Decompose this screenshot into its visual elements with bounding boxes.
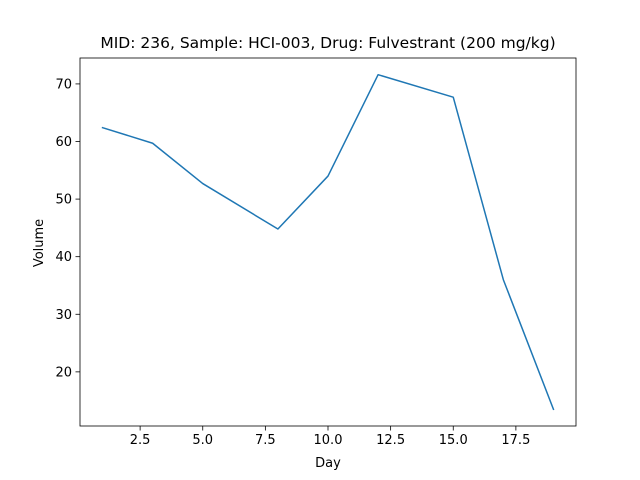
x-tick-label: 10.0: [314, 433, 343, 448]
y-tick-label: 30: [55, 308, 72, 323]
x-tick-label: 17.5: [501, 433, 530, 448]
x-tick-label: 12.5: [376, 433, 405, 448]
y-tick-label: 20: [55, 365, 72, 380]
y-tick-label: 50: [55, 193, 72, 208]
x-tick-label: 5.0: [192, 433, 213, 448]
x-tick-label: 15.0: [439, 433, 468, 448]
x-axis-label: Day: [315, 456, 341, 471]
y-tick-label: 70: [55, 77, 72, 92]
y-tick-label: 60: [55, 135, 72, 150]
x-tick-label: 7.5: [255, 433, 276, 448]
series-line-0: [101, 73, 555, 411]
x-tick-label: 2.5: [130, 433, 151, 448]
plot-area: 2.5 5.0 7.5 10.0 12.5 15.0 17.5 20 30 40 50 60 70: [55, 57, 577, 448]
y-tick-label: 40: [55, 250, 72, 265]
y-axis-label: Volume: [32, 219, 47, 267]
chart-title: MID: 236, Sample: HCI-003, Drug: Fulvest…: [100, 34, 555, 52]
